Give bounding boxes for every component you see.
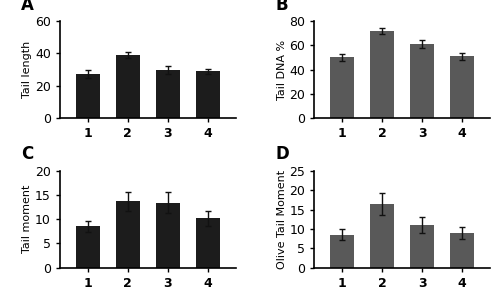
Y-axis label: Tail length: Tail length [22,41,32,98]
Bar [76,226,100,268]
Text: A: A [22,0,35,14]
Y-axis label: Olive Tail Moment: Olive Tail Moment [277,170,287,269]
Bar [156,70,180,118]
Text: B: B [276,0,288,14]
Bar [330,57,354,118]
Bar [370,204,394,268]
Bar [370,31,394,118]
Bar [156,203,180,268]
Text: D: D [276,145,289,163]
Bar [116,201,140,268]
Bar [410,225,434,268]
Y-axis label: Tail DNA %: Tail DNA % [276,40,286,100]
Text: C: C [22,145,34,163]
Bar [196,71,220,118]
Bar [450,56,474,118]
Bar [196,218,220,268]
Y-axis label: Tail moment: Tail moment [22,185,32,254]
Bar [76,74,100,118]
Bar [116,55,140,118]
Bar [410,44,434,118]
Bar [330,235,354,268]
Bar [450,233,474,268]
